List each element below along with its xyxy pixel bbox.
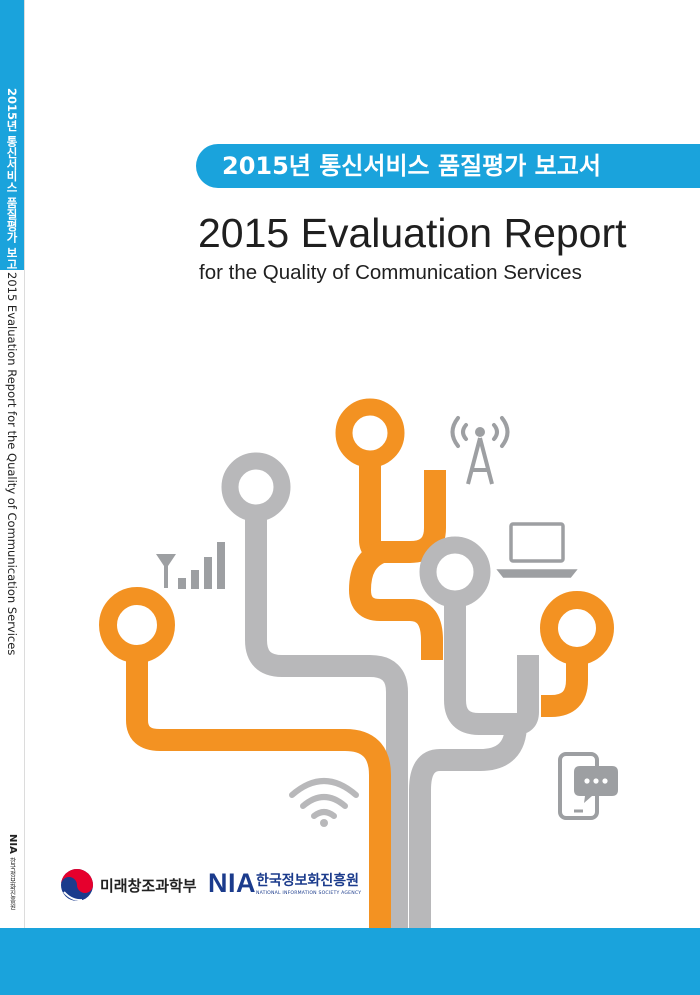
orange-branch-right: [540, 660, 588, 717]
nia-name-korean: 한국정보화진흥원: [256, 873, 360, 889]
orange-node-left: [99, 587, 175, 663]
spine-publisher: NIA 한국정보화진흥원: [3, 834, 21, 909]
gray-branch-left: [245, 512, 408, 940]
gray-node-right: [419, 536, 491, 608]
orange-branch-top-down: [349, 541, 443, 660]
wifi-dot: [320, 819, 328, 827]
antenna-broadcast-icon: [450, 416, 510, 485]
orange-node-right: [540, 591, 614, 665]
spine-blue-band: [0, 0, 24, 270]
gray-branch-right-join: [409, 723, 527, 940]
english-subtitle: for the Quality of Communication Service…: [199, 261, 582, 284]
spine-publisher-short: NIA: [7, 834, 18, 854]
gray-node-left: [221, 452, 291, 522]
spine-title-korean: 2015년 통신서비스 품질평가 보고서: [5, 88, 19, 282]
ministry-name: 미래창조과학부: [100, 877, 197, 895]
english-title: 2015 Evaluation Report: [198, 210, 627, 256]
spine-title-english: 2015 Evaluation Report for the Quality o…: [5, 272, 19, 656]
bottom-blue-band: [0, 928, 700, 995]
publisher-logos: 미래창조과학부 NIA 한국정보화진흥원 NATIONAL INFORMATIO…: [60, 866, 390, 906]
nia-name-english: NATIONAL INFORMATION SOCIETY AGENCY: [256, 891, 362, 896]
orange-branch-left: [126, 660, 391, 940]
taegeuk-emblem-icon: [61, 869, 93, 902]
smartphone-chat-icon: [558, 752, 618, 820]
nia-logo-text: NIA: [208, 868, 256, 898]
antenna-dot: [475, 427, 485, 437]
book-spine: 2015년 통신서비스 품질평가 보고서 2015 Evaluation Rep…: [0, 0, 25, 995]
orange-node-top: [335, 398, 405, 468]
laptop-icon: [496, 522, 578, 578]
wifi-icon: [289, 778, 359, 819]
korean-title: 2015년 통신서비스 품질평가 보고서: [222, 152, 601, 180]
signal-bars-icon: [156, 542, 225, 589]
spine-publisher-korean: 한국정보화진흥원: [8, 857, 16, 910]
gray-branch-right: [444, 600, 539, 735]
korean-title-banner: 2015년 통신서비스 품질평가 보고서: [196, 144, 700, 188]
orange-branch-top: [359, 458, 446, 563]
